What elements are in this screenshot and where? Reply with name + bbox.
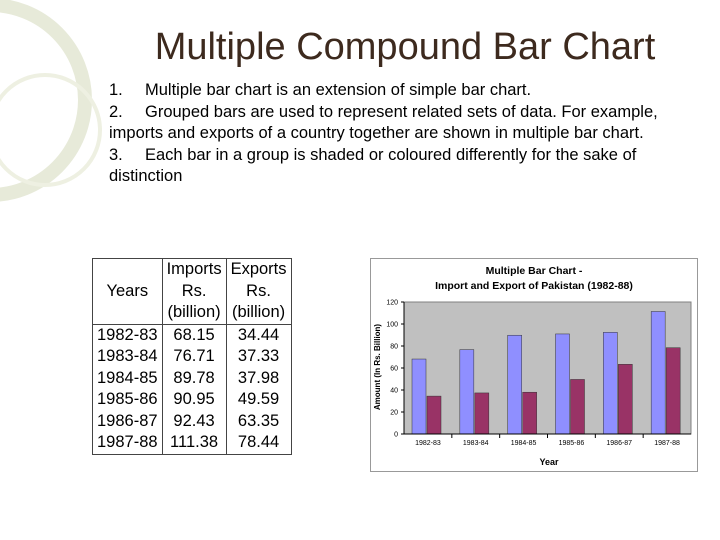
imports-cell: 89.78: [173, 368, 215, 387]
imports-bar: [411, 358, 427, 435]
header-exports: Exports Rs. (billion): [225, 258, 292, 325]
imports-bar: [650, 311, 666, 435]
x-tick-label: 1983-84: [463, 440, 489, 447]
point-1-text: Multiple bar chart is an extension of si…: [145, 81, 532, 99]
exports-bar: [426, 395, 442, 435]
header-years: Years: [92, 258, 163, 325]
y-axis-label: Amount (In Rs. Billion): [373, 324, 382, 411]
y-tick-label: 40: [390, 388, 398, 395]
chart-title-line-1: Multiple Bar Chart -: [486, 265, 583, 277]
decorative-circles: [0, 0, 102, 202]
body-text: 1. Multiple bar chart is an extension of …: [109, 80, 694, 188]
header-imports-line-2: Rs.: [181, 281, 207, 300]
exports-bar: [522, 391, 537, 435]
exports-cell: 49.59: [237, 390, 280, 408]
imports-column: 68.15 76.71 89.78 90.95 92.43 111.38: [161, 323, 227, 455]
imports-cell: 76.71: [173, 347, 215, 365]
point-3: 3. Each bar in a group is shaded or colou…: [109, 145, 694, 188]
imports-bar: [507, 334, 522, 435]
exports-cell: 78.44: [237, 433, 280, 451]
point-2-number: 2.: [109, 102, 123, 121]
y-tick-label: 60: [390, 366, 398, 373]
x-tick-label: 1982-83: [415, 440, 441, 447]
imports-cell: 90.95: [173, 390, 215, 408]
point-1: 1. Multiple bar chart is an extension of …: [109, 80, 694, 102]
exports-cell: 34.44: [237, 325, 280, 344]
bar-chart-svg: Multiple Bar Chart - Import and Export o…: [373, 265, 692, 467]
header-exports-line-3: (billion): [231, 303, 286, 321]
exports-column: 34.44 37.33 37.98 49.59 63.35 78.44: [225, 323, 292, 455]
y-tick-label: 20: [390, 410, 398, 417]
header-imports-line-1: Imports: [166, 260, 222, 278]
point-1-number: 1.: [109, 81, 123, 99]
point-3-number: 3.: [109, 145, 123, 164]
slide-title: Multiple Compound Bar Chart: [154, 26, 656, 68]
exports-cell: 37.33: [237, 347, 280, 365]
bar-chart: Multiple Bar Chart - Import and Export o…: [370, 258, 698, 472]
years-column: 1982-83 1983-84 1984-85 1985-86 1986-87 …: [92, 323, 163, 455]
imports-bar: [603, 332, 618, 435]
y-tick-label: 80: [390, 344, 398, 351]
imports-bar: [555, 333, 570, 435]
imports-cell: 111.38: [170, 433, 219, 451]
table-body-row: 1982-83 1983-84 1984-85 1985-86 1986-87 …: [92, 323, 292, 455]
header-exports-line-2: Rs.: [246, 281, 271, 300]
point-2: 2. Grouped bars are used to represent rel…: [109, 102, 694, 145]
exports-cell: 37.98: [237, 368, 280, 387]
year-cell: 1984-85: [97, 368, 158, 387]
header-exports-line-1: Exports: [230, 260, 287, 278]
imports-cell: 92.43: [173, 411, 215, 430]
x-tick-label: 1985-86: [559, 440, 585, 447]
header-imports: Imports Rs. (billion): [161, 258, 227, 325]
x-tick-label: 1986-87: [606, 440, 632, 447]
exports-cell: 63.35: [237, 411, 280, 430]
y-tick-label: 100: [386, 322, 398, 329]
point-3-text: Each bar in a group is shaded or coloure…: [109, 145, 637, 186]
x-tick-label: 1987-88: [654, 440, 680, 447]
plot-background: [403, 301, 692, 435]
exports-bar: [665, 347, 681, 435]
year-cell: 1985-86: [97, 390, 158, 408]
data-table: Years Imports Rs. (billion) Exports Rs. …: [92, 258, 292, 455]
header-imports-line-3: (billion): [167, 303, 221, 321]
imports-cell: 68.15: [173, 325, 215, 344]
imports-bar: [459, 349, 475, 435]
exports-bar: [570, 379, 585, 435]
year-cell: 1987-88: [97, 433, 158, 451]
year-cell: 1983-84: [97, 347, 158, 365]
chart-title-line-2: Import and Export of Pakistan (1982-88): [435, 280, 633, 292]
y-tick-label: 120: [386, 300, 398, 307]
plot-area: 0 20 40 60 80 100 120 1982-83 1983-84 1984-85 1985…: [386, 300, 692, 447]
exports-bar: [618, 364, 633, 435]
x-axis-label: Year: [539, 457, 559, 467]
point-2-text: Grouped bars are used to represent relat…: [109, 102, 658, 143]
y-tick-label: 0: [394, 432, 398, 439]
year-cell: 1982-83: [97, 325, 158, 344]
table-header-row: Years Imports Rs. (billion) Exports Rs. …: [92, 258, 292, 325]
exports-bar: [474, 392, 490, 435]
year-cell: 1986-87: [97, 411, 158, 430]
x-tick-label: 1984-85: [511, 440, 537, 447]
